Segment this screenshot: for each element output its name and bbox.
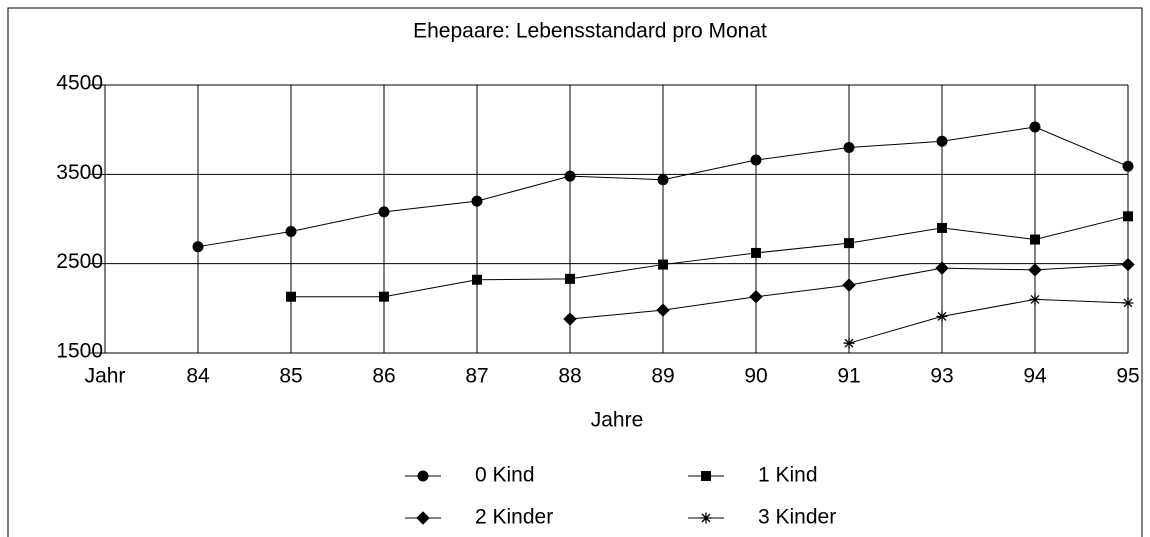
- legend-label: 2 Kinder: [475, 506, 553, 529]
- chart-title: Ehepaare: Lebensstandard pro Monat: [413, 20, 767, 43]
- x-tick-label: 86: [372, 365, 395, 388]
- legend-marker: [416, 511, 430, 525]
- y-tick-label: 3500: [56, 161, 103, 184]
- point: [658, 259, 668, 270]
- point: [844, 238, 854, 249]
- point: [1121, 257, 1135, 272]
- point: [565, 273, 575, 284]
- point: [842, 278, 856, 292]
- frame: [7, 7, 1143, 537]
- point: [656, 303, 670, 317]
- legend-item: 1 Kind: [688, 464, 818, 487]
- legend-item: 3 Kinder: [688, 506, 836, 529]
- point: [936, 135, 948, 147]
- point: [471, 195, 483, 207]
- point: [937, 222, 947, 233]
- x-tick-label: 90: [744, 365, 767, 388]
- point: [1029, 293, 1041, 305]
- x-tick-label: 87: [465, 365, 488, 388]
- x-tick-label: 88: [558, 365, 581, 388]
- legend-marker: [700, 512, 712, 524]
- x-tick-label: 85: [279, 365, 302, 388]
- y-tick-label: 1500: [56, 340, 103, 363]
- point: [935, 261, 949, 275]
- point: [285, 226, 297, 238]
- point: [1123, 211, 1133, 222]
- legend-label: 0 Kind: [475, 464, 535, 487]
- point: [749, 290, 763, 304]
- x-tick-label: 95: [1116, 365, 1139, 388]
- series-line: [291, 215, 1129, 298]
- legend-marker: [417, 470, 429, 482]
- y-tick-label: 2500: [56, 250, 103, 273]
- point: [472, 274, 482, 285]
- x-tick-label: 89: [651, 365, 674, 388]
- point: [657, 174, 669, 186]
- point: [1028, 263, 1042, 277]
- x-tick-label: 93: [930, 365, 953, 388]
- point: [1122, 297, 1134, 309]
- legend-label: 3 Kinder: [758, 506, 836, 529]
- x-tick-label: 94: [1023, 365, 1047, 388]
- legend-item: 0 Kind: [405, 464, 535, 487]
- legend-label: 1 Kind: [758, 464, 818, 487]
- point: [563, 312, 577, 326]
- point: [564, 170, 576, 182]
- point: [378, 206, 390, 218]
- point: [286, 291, 296, 302]
- x-tick-label: Jahr: [85, 365, 126, 388]
- point: [1122, 160, 1134, 172]
- legend-marker: [701, 471, 711, 481]
- point: [843, 142, 855, 154]
- point: [843, 337, 855, 349]
- point: [1030, 234, 1040, 245]
- point: [936, 310, 948, 322]
- point: [1029, 121, 1041, 133]
- point: [379, 291, 389, 302]
- point: [192, 241, 204, 253]
- y-tick-label: 4500: [56, 72, 103, 95]
- point: [751, 247, 761, 258]
- x-tick-label: 84: [186, 365, 210, 388]
- point: [750, 154, 762, 166]
- x-tick-label: 91: [837, 365, 860, 388]
- x-axis-label: Jahre: [591, 409, 644, 432]
- legend-item: 2 Kinder: [405, 506, 553, 529]
- series-line: [848, 298, 1129, 344]
